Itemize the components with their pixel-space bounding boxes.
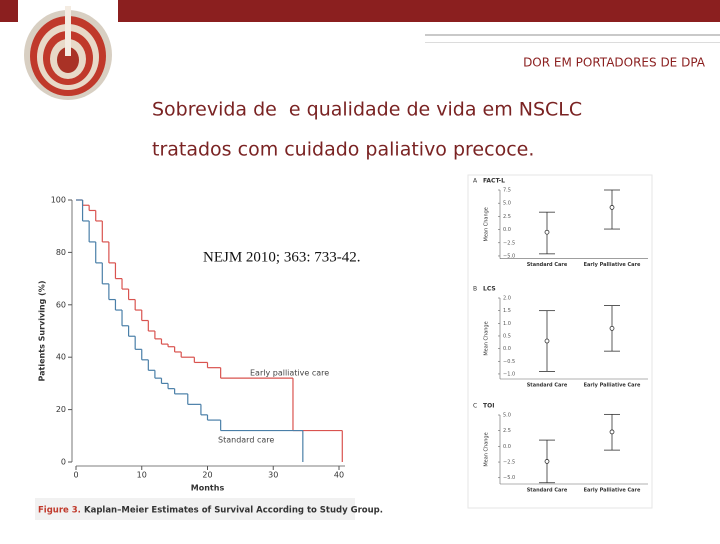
x-tick-label: 10 xyxy=(137,471,147,480)
y-tick-label: 5.0 xyxy=(503,413,511,419)
y-tick-label: 2.5 xyxy=(503,214,511,220)
header-tagline: DOR EM PORTADORES DE DPA xyxy=(523,56,706,70)
y-tick-label: 1.5 xyxy=(503,308,511,314)
y-tick-label: 7.5 xyxy=(503,188,511,194)
mean-point xyxy=(609,325,615,331)
series-label: Early palliative care xyxy=(250,369,329,378)
panel-title: LCS xyxy=(483,286,496,293)
y-axis-label: Mean Change xyxy=(484,432,490,466)
x-tick-label: 20 xyxy=(202,471,212,480)
panel-title: TOI xyxy=(483,403,494,410)
y-axis-label: Mean Change xyxy=(484,207,490,241)
caption-text: Kaplan–Meier Estimates of Survival Accor… xyxy=(84,506,383,516)
x-tick-label: 30 xyxy=(268,471,278,480)
y-tick-label: 0 xyxy=(61,458,66,467)
mean-point xyxy=(544,459,550,464)
x-tick-label: Early Palliative Care xyxy=(584,488,641,494)
y-axis-label: Mean Change xyxy=(484,321,490,355)
x-tick-label: Early Palliative Care xyxy=(584,383,641,389)
plots: 0 20 40 60 80 100 0 10 20 30 40 Months Patients Surv… xyxy=(38,178,648,494)
x-tick-label: Early Palliative Care xyxy=(584,262,641,268)
figure-background xyxy=(467,174,653,509)
y-tick-label: 5.0 xyxy=(503,201,511,207)
mean-point xyxy=(544,229,550,235)
y-tick-label: 0.0 xyxy=(503,227,511,233)
logo xyxy=(18,0,118,100)
y-tick-label: 0.0 xyxy=(503,346,511,352)
caption-label: Figure 3. xyxy=(38,506,81,516)
figure-background xyxy=(35,185,355,520)
y-tick-label: −2.5 xyxy=(503,240,515,246)
reference: NEJM 2010; 363: 733-42. xyxy=(203,249,361,265)
panel-title: FACT-L xyxy=(483,178,505,185)
panel-letter: B xyxy=(473,286,477,293)
panel-letter: C xyxy=(473,403,477,410)
y-tick-label: 0.5 xyxy=(503,333,511,339)
series-label: Standard care xyxy=(218,436,274,445)
x-axis-label: Months xyxy=(191,484,225,493)
y-tick-label: −5.0 xyxy=(503,253,515,259)
slide-title: Sobrevida de e qualidade de vida em NSCL… xyxy=(152,99,582,121)
x-tick-label: Standard Care xyxy=(527,262,568,268)
y-tick-label: 0.0 xyxy=(503,444,511,450)
panel-letter: A xyxy=(473,178,478,185)
y-tick-label: 100 xyxy=(51,196,66,205)
mean-point xyxy=(609,429,615,435)
y-tick-label: −0.5 xyxy=(503,359,515,365)
header-rule xyxy=(425,34,720,36)
y-tick-label: −2.5 xyxy=(503,460,515,466)
y-tick-label: 20 xyxy=(56,405,66,414)
x-tick-label: 0 xyxy=(73,471,78,480)
y-axis-label: Patients Surviving (%) xyxy=(38,281,47,382)
mean-point xyxy=(544,338,550,344)
caption-box xyxy=(35,498,355,520)
slide-title: tratados com cuidado paliativo precoce. xyxy=(152,139,534,161)
y-tick-label: −5.0 xyxy=(503,475,515,481)
x-tick-label: Standard Care xyxy=(527,383,568,389)
y-tick-label: 2.5 xyxy=(503,428,511,434)
y-tick-label: 60 xyxy=(56,300,66,309)
header-rule xyxy=(425,42,720,43)
y-tick-label: 1.0 xyxy=(503,321,511,327)
y-tick-label: −1.0 xyxy=(503,371,515,377)
x-tick-label: Standard Care xyxy=(527,488,568,494)
x-tick-label: 40 xyxy=(334,471,344,480)
y-tick-label: 2.0 xyxy=(503,296,511,302)
header-bar xyxy=(0,0,720,22)
mean-point xyxy=(609,205,615,210)
y-tick-label: 80 xyxy=(56,248,66,257)
y-tick-label: 40 xyxy=(56,353,66,362)
